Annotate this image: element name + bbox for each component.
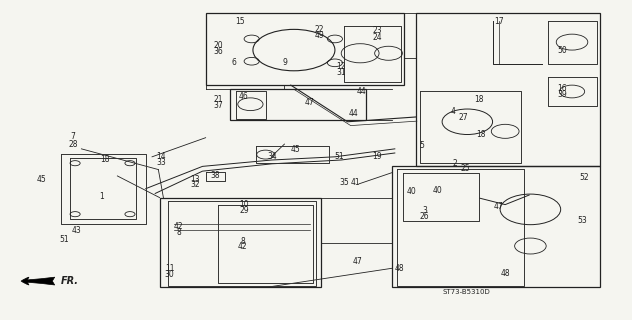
Text: 40: 40 — [407, 188, 416, 196]
Text: 2: 2 — [453, 159, 457, 168]
Text: 1: 1 — [99, 192, 104, 201]
Text: 33: 33 — [157, 158, 166, 167]
Text: 4: 4 — [451, 107, 456, 116]
Text: 51: 51 — [59, 235, 68, 244]
Text: 14: 14 — [157, 152, 166, 161]
Text: 43: 43 — [71, 226, 82, 235]
Text: 42: 42 — [174, 222, 183, 231]
Text: 47: 47 — [494, 202, 504, 211]
Text: 48: 48 — [394, 264, 404, 273]
Text: 26: 26 — [420, 212, 429, 221]
Text: 24: 24 — [373, 33, 382, 42]
Text: 8: 8 — [240, 237, 245, 246]
Text: 31: 31 — [336, 68, 346, 77]
Bar — [416, 13, 600, 166]
Text: 18: 18 — [100, 156, 109, 164]
Text: 6: 6 — [231, 58, 236, 67]
Text: ST73-B5310D: ST73-B5310D — [442, 289, 490, 295]
Text: 47: 47 — [305, 98, 315, 107]
Text: 21: 21 — [214, 95, 223, 104]
Text: 44: 44 — [356, 87, 367, 96]
Text: 18: 18 — [477, 130, 486, 139]
Text: 17: 17 — [494, 17, 504, 26]
Bar — [229, 89, 367, 120]
Text: 36: 36 — [214, 47, 223, 56]
Text: 34: 34 — [267, 152, 277, 161]
Text: 41: 41 — [351, 178, 360, 187]
Text: FR.: FR. — [61, 276, 78, 286]
Text: 3: 3 — [422, 206, 427, 215]
Text: 16: 16 — [557, 84, 567, 93]
Text: 44: 44 — [349, 109, 359, 118]
Text: 10: 10 — [240, 200, 249, 209]
Text: 18: 18 — [474, 95, 483, 104]
Text: 13: 13 — [190, 175, 200, 184]
Bar — [160, 197, 321, 287]
Text: 22: 22 — [314, 25, 324, 34]
Text: 38: 38 — [210, 172, 220, 180]
Text: 35: 35 — [339, 178, 349, 187]
Text: 7: 7 — [71, 132, 76, 140]
Bar — [205, 13, 404, 85]
Text: 50: 50 — [557, 45, 567, 55]
Text: 30: 30 — [165, 269, 174, 279]
Text: 27: 27 — [459, 114, 468, 123]
Text: 25: 25 — [460, 164, 470, 173]
Text: 45: 45 — [37, 175, 47, 184]
Text: 46: 46 — [239, 92, 248, 101]
Text: 12: 12 — [336, 61, 346, 70]
Text: 20: 20 — [214, 41, 223, 50]
Text: 23: 23 — [373, 27, 382, 36]
Text: 42: 42 — [238, 243, 248, 252]
Bar — [392, 166, 600, 287]
Text: 53: 53 — [577, 216, 587, 225]
Text: 40: 40 — [432, 186, 442, 195]
Text: 39: 39 — [557, 90, 567, 99]
Text: 48: 48 — [501, 268, 510, 278]
Text: 51: 51 — [334, 152, 344, 161]
Text: 8: 8 — [176, 228, 181, 237]
Text: 32: 32 — [190, 180, 200, 189]
Text: 5: 5 — [420, 141, 424, 150]
Text: 49: 49 — [314, 31, 324, 40]
Text: 9: 9 — [282, 58, 287, 67]
Text: 52: 52 — [579, 173, 589, 182]
Text: 28: 28 — [68, 140, 78, 148]
Text: 19: 19 — [372, 152, 381, 161]
Text: 45: 45 — [291, 145, 301, 154]
Text: 15: 15 — [236, 17, 245, 26]
Text: 37: 37 — [214, 101, 223, 110]
Text: 47: 47 — [353, 258, 363, 267]
Text: 11: 11 — [165, 264, 174, 273]
Text: 29: 29 — [240, 206, 249, 215]
